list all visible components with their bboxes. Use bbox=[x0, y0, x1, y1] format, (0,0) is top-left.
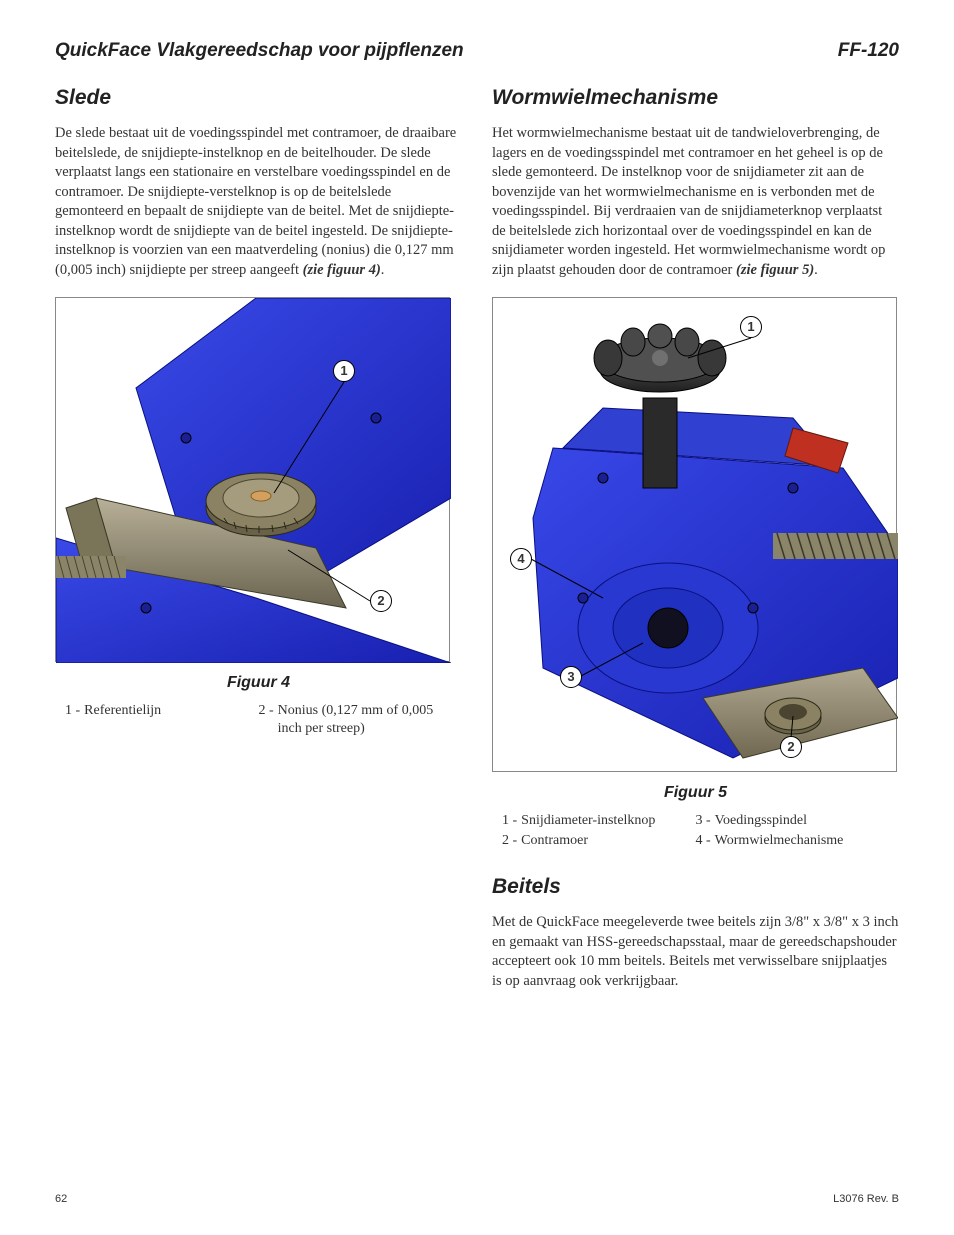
figure-4-legend: 1 -Referentielijn 2 -Nonius (0,127 mm of… bbox=[55, 702, 462, 742]
fig4-callout-2: 2 bbox=[370, 590, 392, 612]
header-left: QuickFace Vlakgereedschap voor pijpflenz… bbox=[55, 40, 464, 62]
fig5-callout-3: 3 bbox=[560, 666, 582, 688]
fig4-callout-1: 1 bbox=[333, 360, 355, 382]
figure-4: 1 2 bbox=[55, 297, 450, 662]
figure-5-illustration bbox=[493, 298, 898, 773]
knob-icon bbox=[594, 324, 726, 392]
beitels-heading: Beitels bbox=[492, 875, 899, 899]
page-number: 62 bbox=[55, 1193, 67, 1205]
fig5-callout-2: 2 bbox=[780, 736, 802, 758]
worm-heading: Wormwielmechanisme bbox=[492, 86, 899, 110]
beitels-paragraph: Met de QuickFace meegeleverde twee beite… bbox=[492, 913, 899, 991]
doc-rev: L3076 Rev. B bbox=[833, 1193, 899, 1205]
slede-heading: Slede bbox=[55, 86, 462, 110]
worm-paragraph: Het wormwielmechanisme bestaat uit de ta… bbox=[492, 124, 899, 281]
page-footer: 62 L3076 Rev. B bbox=[55, 1193, 899, 1205]
left-column: Slede De slede bestaat uit de voedingssp… bbox=[55, 86, 462, 1008]
fig5-callout-1: 1 bbox=[740, 316, 762, 338]
figure-5-caption: Figuur 5 bbox=[492, 784, 899, 802]
right-column: Wormwielmechanisme Het wormwielmechanism… bbox=[492, 86, 899, 1008]
header-right: FF-120 bbox=[838, 40, 899, 62]
figure-4-caption: Figuur 4 bbox=[55, 674, 462, 692]
slede-paragraph: De slede bestaat uit de voedingsspindel … bbox=[55, 124, 462, 281]
figure-5: 1 2 3 4 bbox=[492, 297, 897, 772]
figure-5-legend: 1 -Snijdiameter-instelknop 2 -Contramoer… bbox=[492, 812, 899, 854]
figure-4-illustration bbox=[56, 298, 451, 663]
fig5-callout-4: 4 bbox=[510, 548, 532, 570]
